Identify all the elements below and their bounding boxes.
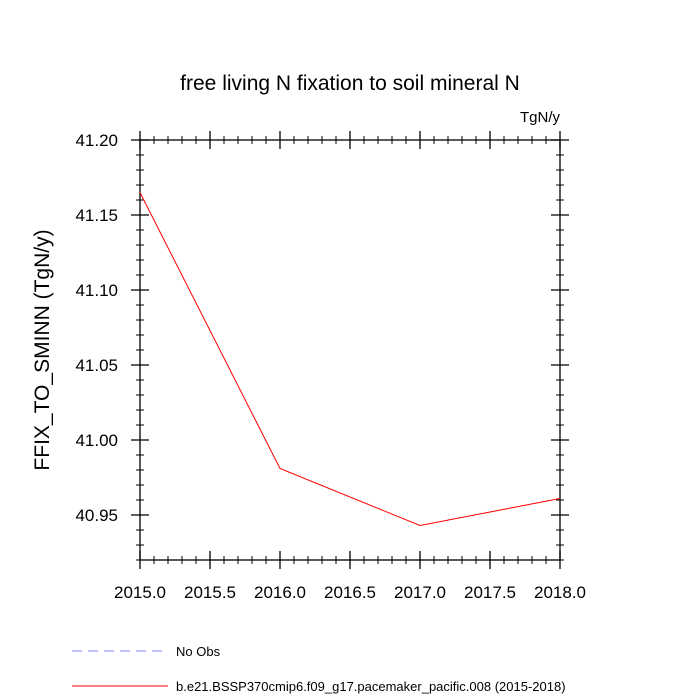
y-tick-label: 40.95 [75,506,118,525]
y-tick-label: 41.15 [75,206,118,225]
x-tick-label: 2016.0 [254,583,306,602]
series-line [139,192,561,527]
x-tick-label: 2017.0 [394,583,446,602]
axes: 2015.0 2015.5 2016.0 2016.5 2017.0 2017.5 2018… [75,131,586,602]
x-tick-label: 2015.0 [114,583,166,602]
x-tick-label: 2017.5 [464,583,516,602]
y-tick-label: 41.20 [75,131,118,150]
y-tick-label: 41.00 [75,431,118,450]
y-tick-label: 41.10 [75,281,118,300]
y-axis-label: FFIX_TO_SMINN (TgN/y) [31,229,54,470]
y-tick-label: 41.05 [75,356,118,375]
units-label: TgN/y [520,109,561,126]
x-tick-label: 2015.5 [184,583,236,602]
chart-title: free living N fixation to soil mineral N [180,72,520,95]
legend-label: b.e21.BSSP370cmip6.f09_g17.pacemaker_pac… [176,679,566,694]
legend: No Obs b.e21.BSSP370cmip6.f09_g17.pacemak… [72,644,566,694]
series-layer [139,192,561,527]
legend-label: No Obs [176,644,221,659]
x-tick-label: 2018.0 [534,583,586,602]
x-tick-label: 2016.5 [324,583,376,602]
